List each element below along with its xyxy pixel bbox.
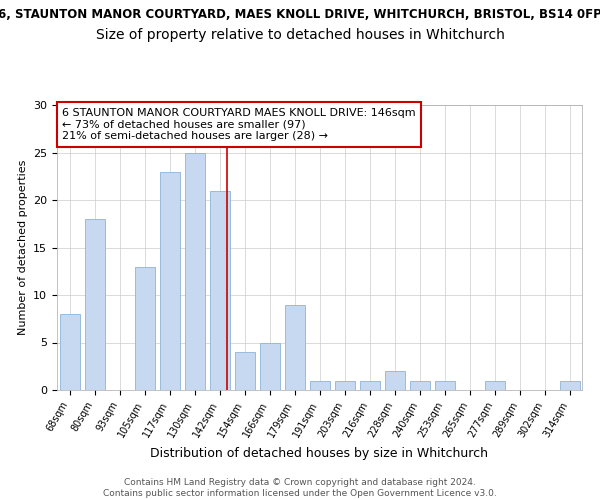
X-axis label: Distribution of detached houses by size in Whitchurch: Distribution of detached houses by size … — [151, 448, 488, 460]
Bar — [284, 304, 305, 390]
Bar — [209, 190, 229, 390]
Text: Size of property relative to detached houses in Whitchurch: Size of property relative to detached ho… — [95, 28, 505, 42]
Bar — [409, 380, 430, 390]
Bar — [160, 172, 179, 390]
Bar — [85, 219, 104, 390]
Bar — [235, 352, 254, 390]
Bar — [59, 314, 79, 390]
Bar — [359, 380, 380, 390]
Bar — [485, 380, 505, 390]
Text: 6 STAUNTON MANOR COURTYARD MAES KNOLL DRIVE: 146sqm
← 73% of detached houses are: 6 STAUNTON MANOR COURTYARD MAES KNOLL DR… — [62, 108, 416, 141]
Y-axis label: Number of detached properties: Number of detached properties — [17, 160, 28, 335]
Bar — [260, 342, 280, 390]
Bar — [185, 152, 205, 390]
Bar — [434, 380, 455, 390]
Text: 6, STAUNTON MANOR COURTYARD, MAES KNOLL DRIVE, WHITCHURCH, BRISTOL, BS14 0FP: 6, STAUNTON MANOR COURTYARD, MAES KNOLL … — [0, 8, 600, 20]
Bar — [134, 266, 155, 390]
Text: Contains HM Land Registry data © Crown copyright and database right 2024.
Contai: Contains HM Land Registry data © Crown c… — [103, 478, 497, 498]
Bar — [560, 380, 580, 390]
Bar — [385, 371, 404, 390]
Bar — [310, 380, 329, 390]
Bar — [335, 380, 355, 390]
